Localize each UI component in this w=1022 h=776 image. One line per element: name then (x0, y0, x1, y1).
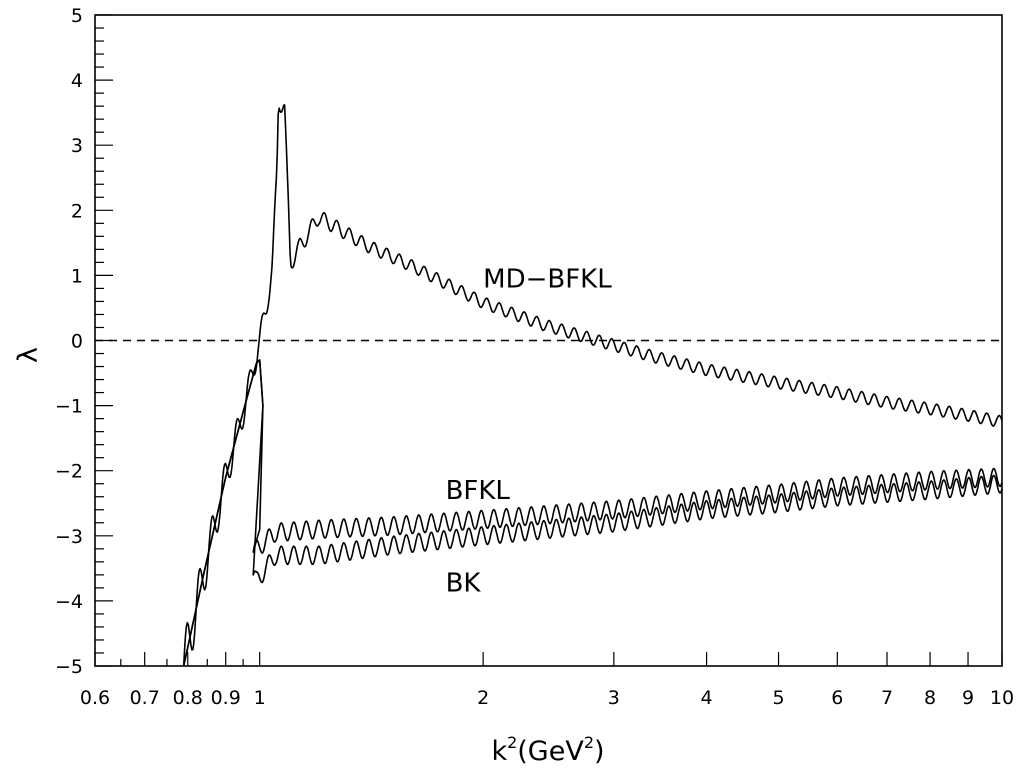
x-tick-label: 0.8 (173, 687, 203, 709)
x-tick-label: 5 (772, 687, 784, 709)
x-tick-label: 2 (477, 687, 489, 709)
y-tick-label: −3 (55, 526, 83, 548)
curves (182, 104, 1003, 667)
x-tick-label: 8 (924, 687, 936, 709)
series-annotation: BFKL (446, 476, 511, 506)
x-tick-label: 9 (962, 687, 974, 709)
x-tick-label: 4 (701, 687, 713, 709)
y-tick-label: 3 (71, 135, 83, 157)
x-tick-label: 0.6 (80, 687, 110, 709)
series-annotation: BK (446, 569, 482, 599)
series-annotation: MD−BFKL (483, 265, 612, 295)
y-tick-label: 2 (71, 200, 83, 222)
y-tick-label: −1 (55, 396, 83, 418)
y-tick-label: 1 (71, 265, 83, 287)
y-tick-label: 5 (71, 5, 83, 27)
y-axis-title: λ (13, 347, 44, 363)
x-tick-label: 7 (881, 687, 893, 709)
x-tick-label: 0.7 (130, 687, 160, 709)
y-tick-label: 4 (71, 70, 83, 92)
x-tick-label: 0.9 (211, 687, 241, 709)
y-tick-label: 0 (71, 331, 83, 353)
x-tick-label: 6 (831, 687, 843, 709)
y-tick-label: −5 (55, 656, 83, 678)
series-line-bfkl (182, 359, 1003, 667)
y-tick-label: −4 (55, 591, 83, 613)
plot-frame (94, 14, 1003, 667)
x-axis-title: k2(GeV2) (491, 733, 604, 767)
y-tick-label: −2 (55, 461, 83, 483)
x-tick-label: 3 (608, 687, 620, 709)
series-line-bk (182, 359, 1003, 667)
x-tick-label: 1 (254, 687, 266, 709)
x-tick-label: 10 (990, 687, 1014, 709)
annotations: MD−BFKL BFKL BK (446, 265, 613, 599)
series-line-mdbfkl (182, 104, 1003, 667)
